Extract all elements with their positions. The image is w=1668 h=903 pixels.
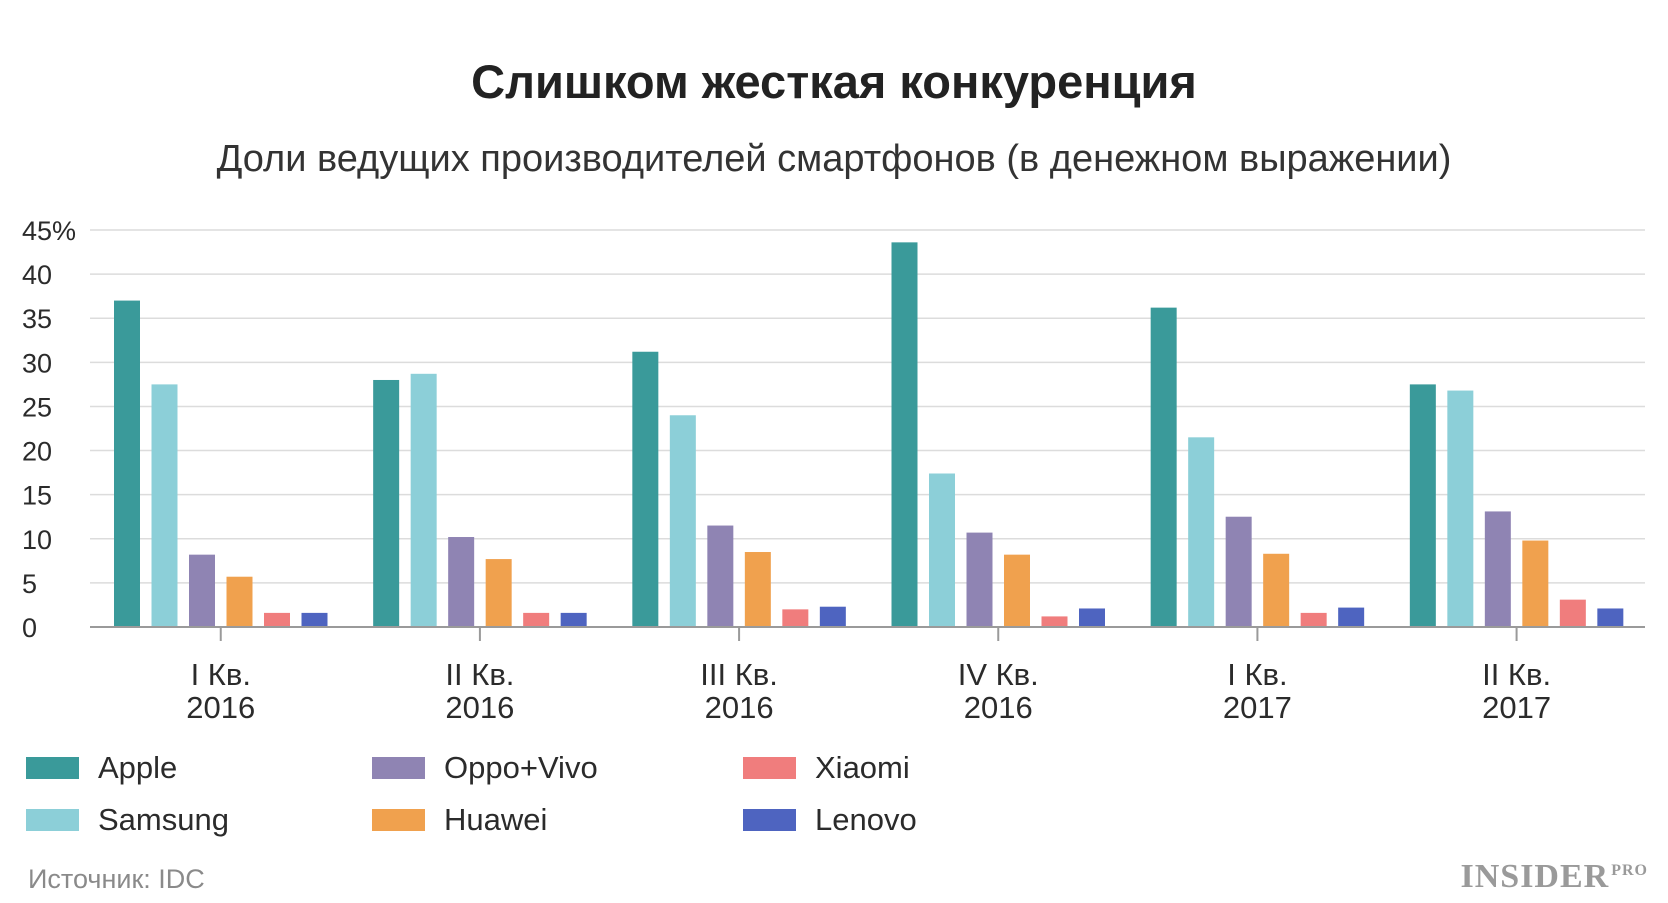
bar-apple: [1409, 384, 1436, 627]
bar-samsung: [669, 415, 696, 627]
x-tick-label: 2016: [705, 690, 774, 725]
legend-label: Huawei: [444, 802, 548, 837]
source-note: Источник: IDC: [28, 864, 205, 894]
chart-subtitle: Доли ведущих производителей смартфонов (…: [216, 138, 1452, 180]
x-tick-label: I Кв.: [1227, 657, 1287, 692]
y-tick-label: 40: [22, 260, 52, 290]
y-tick-label: 25: [22, 392, 52, 422]
legend-item: Apple: [26, 748, 177, 788]
legend-swatch: [26, 757, 79, 779]
x-tick-label: III Кв.: [700, 657, 778, 692]
bar-oppo-vivo: [189, 554, 215, 627]
bar-xiaomi: [523, 612, 550, 627]
legend-item: Samsung: [26, 800, 229, 840]
legend-label: Oppo+Vivo: [444, 750, 598, 785]
legend-label: Xiaomi: [815, 750, 910, 785]
x-tick-label: 2016: [186, 690, 255, 725]
x-tick-label: II Кв.: [445, 657, 514, 692]
legend-swatch: [743, 809, 796, 831]
brand-suffix: PRO: [1611, 861, 1648, 879]
y-tick-label: 35: [22, 304, 52, 334]
bar-lenovo: [1079, 608, 1105, 627]
x-tick-label: I Кв.: [191, 657, 251, 692]
bar-samsung: [929, 473, 955, 627]
brand-name: INSIDER: [1460, 858, 1610, 895]
bar-lenovo: [301, 612, 328, 627]
y-tick-label: 10: [22, 525, 52, 555]
legend-swatch: [372, 757, 425, 779]
legend-label: Apple: [98, 750, 178, 785]
x-tick-label: 2016: [964, 690, 1033, 725]
x-tick-label: II Кв.: [1482, 657, 1551, 692]
bar-apple: [891, 242, 918, 627]
y-tick-label: 15: [22, 481, 52, 511]
bar-xiaomi: [1559, 599, 1586, 627]
chart-title: Слишком жесткая конкуренция: [471, 55, 1197, 108]
bar-samsung: [1447, 390, 1474, 627]
legend-swatch: [372, 809, 425, 831]
legend-item: Xiaomi: [743, 748, 910, 788]
bar-samsung: [410, 373, 437, 627]
bar-oppo-vivo: [707, 525, 734, 627]
x-tick-label: 2017: [1482, 690, 1551, 725]
bar-lenovo: [1597, 608, 1624, 627]
legend-item: Lenovo: [743, 800, 917, 840]
legend-label: Lenovo: [815, 802, 917, 837]
bar-huawei: [485, 559, 512, 627]
bar-apple: [1150, 307, 1177, 627]
brand-logo: INSIDER PRO: [1461, 858, 1649, 896]
bar-xiaomi: [1041, 616, 1068, 627]
bar-lenovo: [819, 606, 846, 627]
chart-legend: Apple Samsung Oppo+Vivo Huawei Xiaomi Lenovo: [26, 748, 1026, 858]
bar-oppo-vivo: [1225, 516, 1252, 627]
bar-apple: [373, 379, 400, 627]
bar-huawei: [1263, 553, 1290, 627]
y-tick-label: 30: [22, 348, 52, 378]
x-tick-label: 2017: [1223, 690, 1292, 725]
bar-huawei: [1522, 540, 1549, 627]
bar-xiaomi: [264, 612, 290, 627]
bar-lenovo: [560, 612, 587, 627]
x-tick-label: IV Кв.: [958, 657, 1039, 692]
y-tick-label: 20: [22, 437, 52, 467]
bar-xiaomi: [1300, 612, 1327, 627]
legend-swatch: [26, 809, 79, 831]
bar-oppo-vivo: [1484, 511, 1511, 627]
x-tick-label: 2016: [445, 690, 514, 725]
bar-huawei: [226, 576, 253, 627]
y-tick-label: 5: [22, 569, 37, 599]
bar-xiaomi: [782, 609, 809, 627]
bar-oppo-vivo: [966, 532, 993, 627]
legend-item: Huawei: [372, 800, 547, 840]
legend-swatch: [743, 757, 796, 779]
bar-samsung: [1188, 437, 1215, 627]
legend-label: Samsung: [98, 802, 229, 837]
bar-apple: [632, 351, 659, 627]
bar-lenovo: [1338, 607, 1365, 627]
legend-item: Oppo+Vivo: [372, 748, 598, 788]
bar-apple: [114, 300, 140, 627]
y-tick-label: 45%: [22, 216, 76, 246]
bar-huawei: [1004, 554, 1030, 627]
bar-huawei: [744, 552, 771, 627]
y-tick-label: 0: [22, 613, 37, 643]
bar-samsung: [151, 384, 178, 627]
bar-oppo-vivo: [448, 537, 475, 627]
